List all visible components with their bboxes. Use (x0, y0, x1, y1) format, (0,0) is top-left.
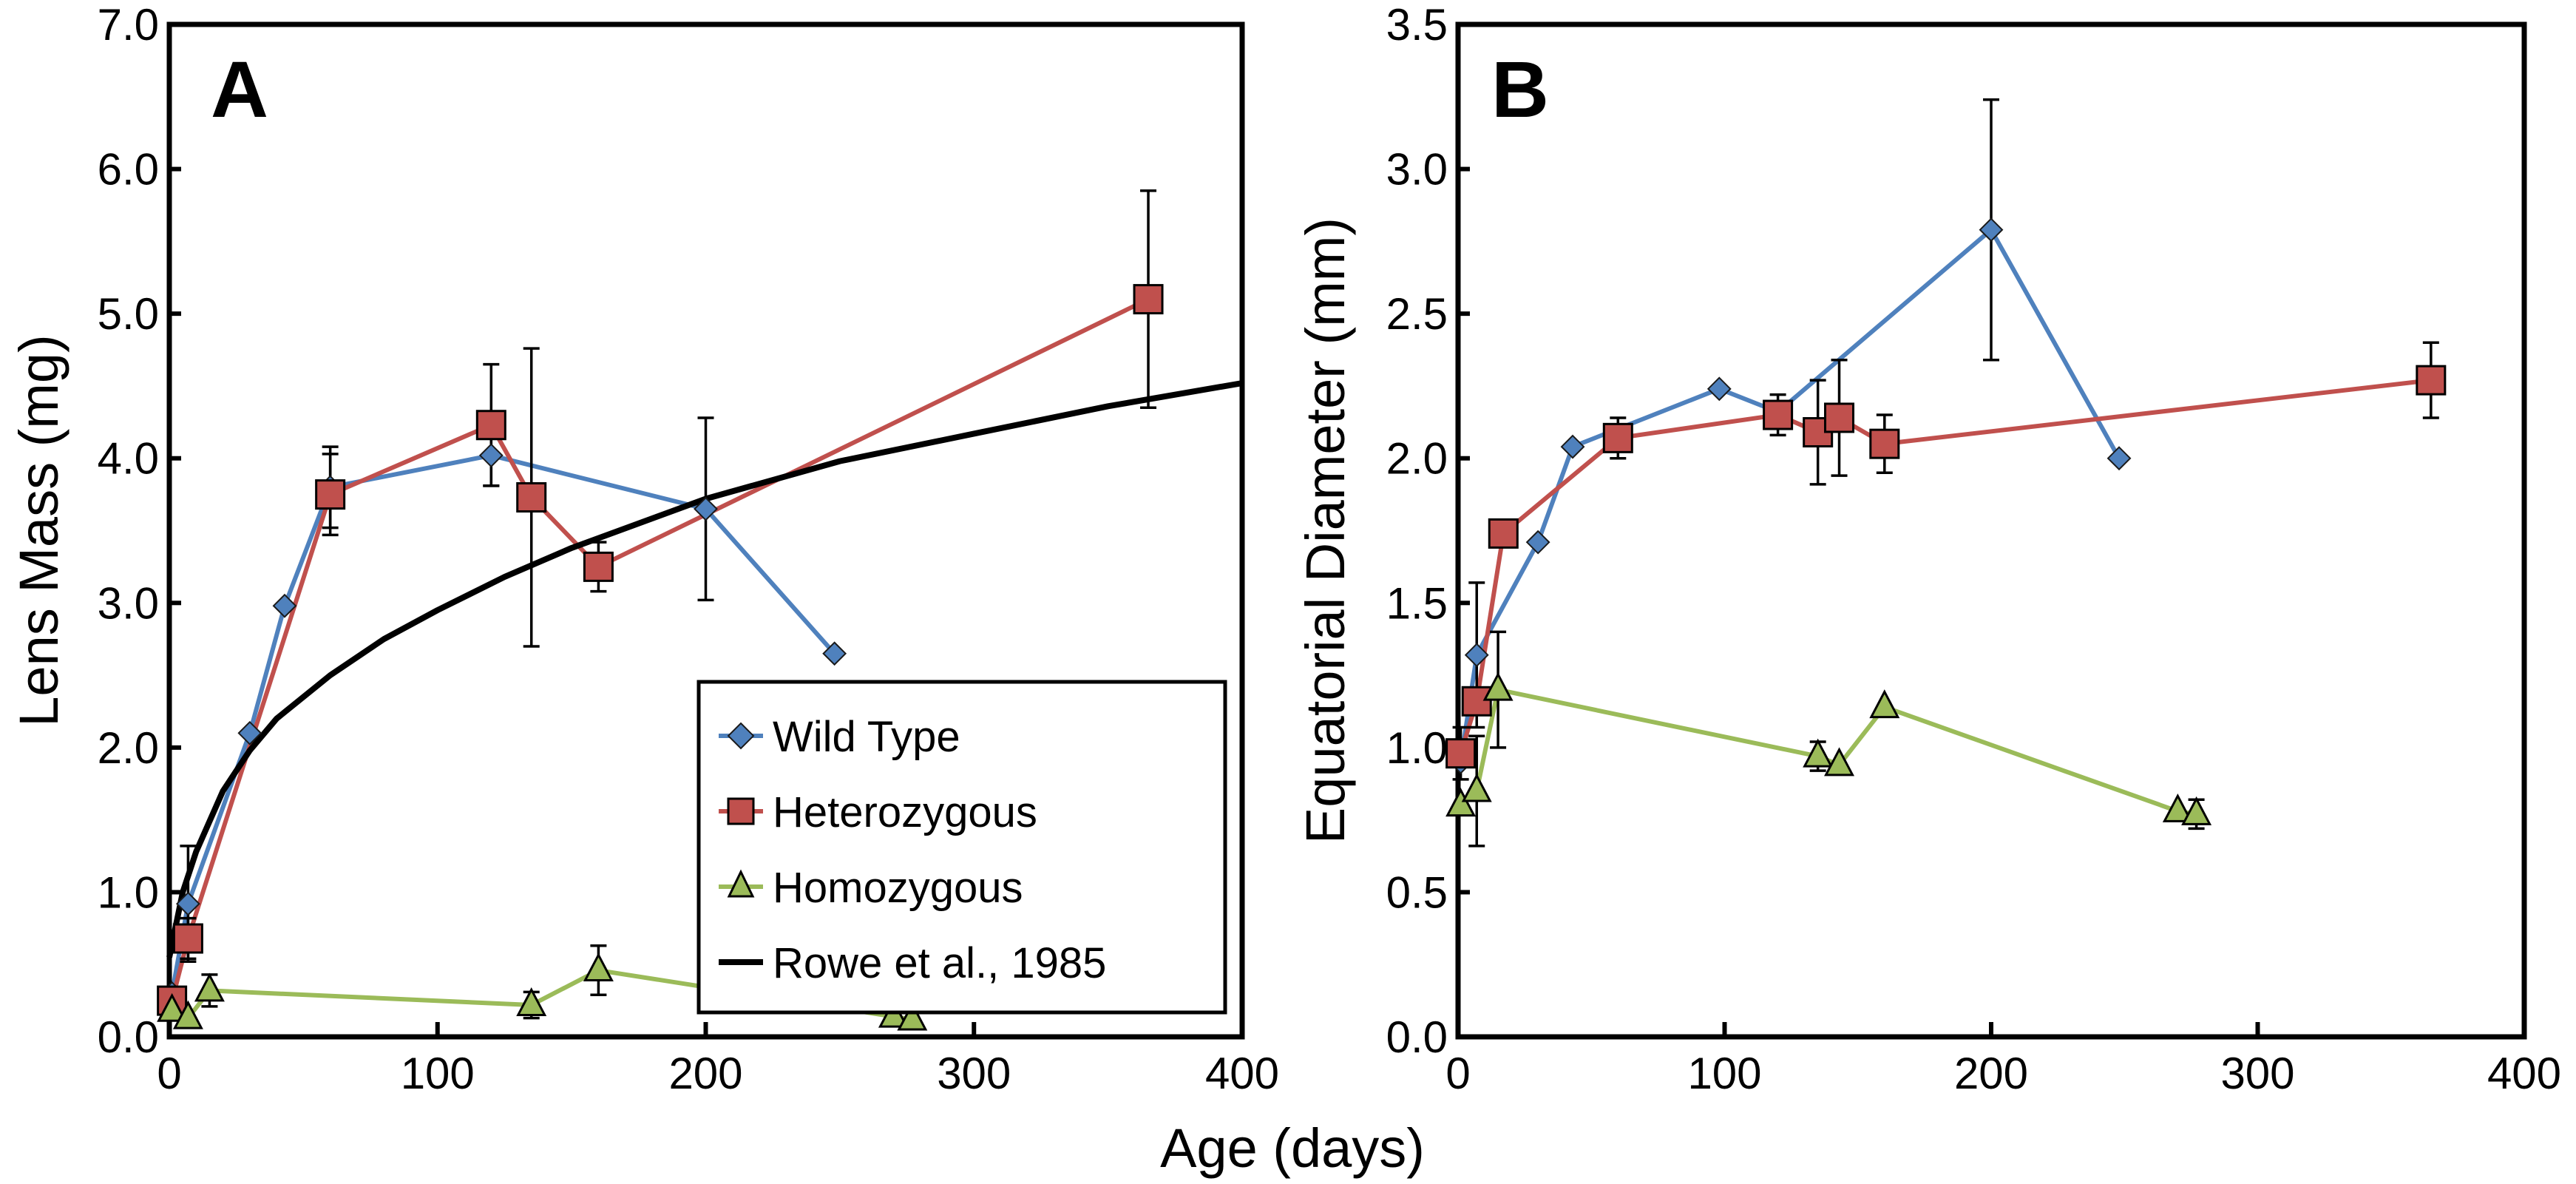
legend-item-heterozygous: Heterozygous (719, 788, 1037, 836)
panel-b-y-tick-label: 0.5 (1386, 867, 1448, 917)
panel-b-point-heterozygous (1763, 399, 1794, 430)
panel-a-point-heterozygous (475, 410, 506, 441)
panel-a-point-homozygous (516, 987, 547, 1016)
legend-item-rowe-et-al-1985: Rowe et al., 1985 (719, 939, 1106, 987)
panel-a-y-tick-label: 7.0 (98, 0, 159, 50)
panel-b-point-wild-type (1525, 530, 1550, 555)
panel-b-point-heterozygous (1445, 738, 1477, 769)
panel-a-x-tick-label: 100 (401, 1049, 475, 1098)
panel-a-point-wild-type (175, 891, 200, 916)
panel-a-point-heterozygous (583, 551, 614, 582)
panel-b-y-tick-label: 1.0 (1386, 723, 1448, 773)
panel-a-y-tick-label: 2.0 (98, 723, 159, 773)
panel-b-y-tick-label: 0.0 (1386, 1012, 1448, 1062)
panel-a-x-tick-label: 400 (1205, 1049, 1279, 1098)
panel-a-y-tick-label: 1.0 (98, 867, 159, 917)
panel-a-line-rowe-et-al-1985 (166, 380, 1243, 958)
panel-b-y-tick-label: 2.5 (1386, 289, 1448, 339)
legend-label: Wild Type (773, 713, 960, 761)
panel-a-point-homozygous (897, 1001, 928, 1031)
legend-label: Heterozygous (773, 788, 1037, 836)
legend: Wild Type Heterozygous Homozygous Rowe et a… (696, 680, 1227, 1015)
panel-b-x-tick-label: 100 (1687, 1049, 1761, 1098)
panel-b-line-wild-type (1458, 227, 2121, 762)
panel-b-point-homozygous (2181, 796, 2212, 825)
panel-a-point-wild-type (822, 641, 847, 666)
panel-a-y-tick-label: 3.0 (98, 578, 159, 628)
panel-b: 0.0 0.5 1.0 1.5 2.0 2.5 3.0 3.5 0 100 200 300 400 Equ… (1295, 0, 2561, 1098)
panel-a-point-heterozygous (172, 923, 203, 954)
panel-b-letter: B (1491, 44, 1549, 134)
panel-b-point-heterozygous (1869, 428, 1900, 459)
panel-b-point-wild-type (1560, 434, 1585, 459)
legend-label: Homozygous (773, 864, 1023, 912)
legend-box (696, 680, 1227, 1015)
panel-a-y-tick-label: 5.0 (98, 289, 159, 339)
panel-b-point-heterozygous (1488, 518, 1519, 549)
panel-a-x-tick-label: 200 (668, 1049, 742, 1098)
panel-b-y-tick-label: 2.0 (1386, 434, 1448, 484)
panel-b-line-homozygous (1459, 687, 2197, 816)
panel-b-point-homozygous (1445, 788, 1477, 817)
panel-a-line-wild-type (169, 453, 836, 994)
panel-b-point-wild-type (2106, 446, 2132, 471)
panel-a-letter: A (211, 44, 268, 134)
panel-b-point-homozygous (1461, 773, 1492, 802)
panel-b-point-homozygous (1482, 672, 1514, 701)
panel-b-x-tick-label: 200 (1954, 1049, 2028, 1098)
panel-a-point-heterozygous (315, 479, 346, 510)
panel-a-point-heterozygous (1133, 284, 1164, 315)
triangle-marker-icon (727, 869, 755, 898)
square-marker-icon (727, 797, 755, 825)
panel-b-y-tick-label: 1.5 (1386, 578, 1448, 628)
panel-a-point-homozygous (583, 953, 614, 982)
diamond-marker-icon (727, 722, 755, 750)
panel-a-point-homozygous (194, 972, 225, 1002)
panel-a-y-tick-label: 0.0 (98, 1012, 159, 1062)
panel-b-point-heterozygous (1824, 402, 1855, 433)
panel-a-point-homozygous (172, 1000, 203, 1029)
panel-b-point-wild-type (1706, 376, 1732, 402)
x-axis-title: Age (days) (1160, 1117, 1425, 1179)
panel-b-point-heterozygous (2416, 365, 2447, 396)
legend-item-wild-type: Wild Type (719, 713, 960, 761)
panel-a: 0.0 1.0 2.0 3.0 4.0 5.0 6.0 7.0 0 100 200 300 400 Len… (8, 0, 1279, 1098)
panel-a-x-tick-label: 0 (157, 1049, 181, 1098)
panel-b-x-tick-label: 400 (2487, 1049, 2561, 1098)
panel-b-y-tick-label: 3.0 (1386, 145, 1448, 194)
panel-a-point-wild-type (478, 443, 504, 468)
panel-b-point-homozygous (2162, 793, 2193, 822)
panel-b-point-heterozygous (1602, 422, 1633, 453)
panel-b-x-tick-label: 0 (1445, 1049, 1470, 1098)
panel-b-x-tick-label: 300 (2220, 1049, 2294, 1098)
legend-label: Rowe et al., 1985 (773, 939, 1106, 987)
legend-item-homozygous: Homozygous (719, 864, 1023, 912)
panel-b-y-tick-label: 3.5 (1386, 0, 1448, 50)
panel-a-x-tick-label: 300 (937, 1049, 1011, 1098)
panel-b-point-heterozygous (1461, 686, 1492, 717)
panel-a-point-homozygous (157, 992, 188, 1022)
panel-b-point-wild-type (1979, 217, 2004, 243)
panel-a-point-wild-type (272, 593, 297, 618)
panel-a-point-wild-type (694, 496, 718, 521)
panel-a-y-tick-label: 4.0 (98, 434, 159, 484)
panel-b-point-homozygous (1869, 689, 1900, 719)
panel-b-y-axis-title: Equatorial Diameter (mm) (1295, 217, 1356, 844)
panel-b-point-homozygous (1824, 747, 1854, 777)
panel-b-point-wild-type (1464, 643, 1489, 668)
panel-b-point-homozygous (1803, 738, 1834, 768)
panel-a-y-axis-title: Lens Mass (mg) (8, 334, 70, 726)
panel-a-y-tick-label: 6.0 (98, 145, 159, 194)
panel-a-point-heterozygous (516, 482, 547, 513)
panel-a-point-wild-type (237, 720, 262, 745)
